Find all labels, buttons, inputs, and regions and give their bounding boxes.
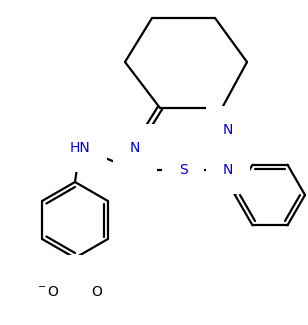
Text: N: N xyxy=(223,123,233,137)
Text: HN: HN xyxy=(70,141,90,155)
Text: O: O xyxy=(91,285,103,299)
Text: N: N xyxy=(130,141,140,155)
Text: S: S xyxy=(179,163,187,177)
Text: $^-$O: $^-$O xyxy=(35,285,59,299)
Text: N: N xyxy=(223,163,233,177)
Text: N$^+$: N$^+$ xyxy=(64,271,86,289)
